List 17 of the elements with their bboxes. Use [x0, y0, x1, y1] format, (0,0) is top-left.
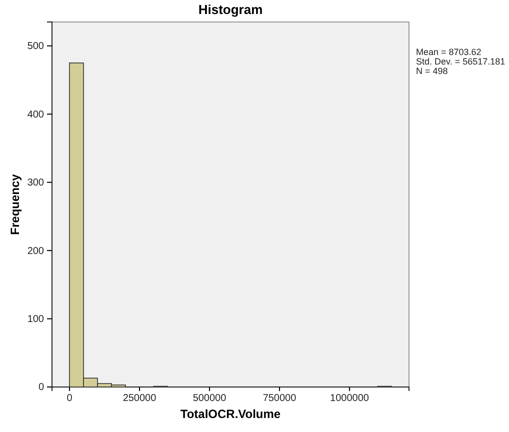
x-axis-title: TotalOCR.Volume [180, 407, 281, 421]
y-axis-title: Frequency [8, 174, 22, 235]
text: Mean = 8703.62 [416, 47, 482, 57]
chart-title: Histogram [198, 2, 263, 17]
y-tick-label: 100 [27, 314, 44, 325]
text: N = 498 [416, 66, 448, 76]
x-tick-label: 1000000 [330, 393, 370, 404]
y-tick-label: 500 [27, 41, 44, 52]
x-tick-label: 250000 [122, 393, 157, 404]
y-tick-label: 400 [27, 109, 44, 120]
x-tick-label: 500000 [192, 393, 227, 404]
x-tick-label: 0 [66, 393, 73, 404]
x-tick-label: 750000 [262, 393, 297, 404]
y-tick-label: 0 [38, 382, 44, 394]
text: Std. Dev. = 56517.181 [416, 56, 506, 66]
y-tick-label: 200 [27, 246, 44, 257]
y-tick-label: 300 [27, 178, 44, 189]
